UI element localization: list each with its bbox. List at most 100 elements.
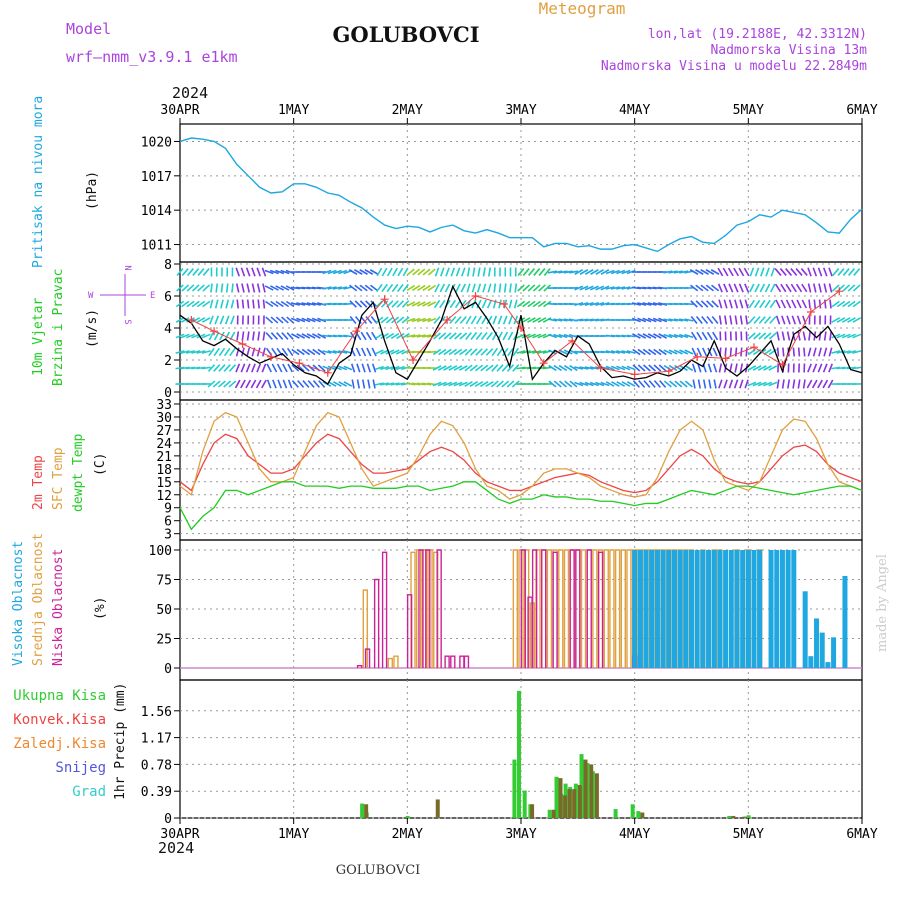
wind-arrow <box>481 299 487 309</box>
wind-arrow <box>659 380 667 388</box>
wind-arrow <box>595 285 605 291</box>
wind-arrow <box>734 363 738 373</box>
x-tick-label-top: 6MAY <box>846 103 877 118</box>
wind-arrow <box>512 364 520 372</box>
wind-arrow <box>797 331 801 341</box>
wind-arrow <box>476 283 482 293</box>
wind-arrow <box>711 300 719 308</box>
wind-arrow <box>579 301 589 307</box>
wind-arrow <box>236 299 239 309</box>
wind-arrow <box>235 347 240 357</box>
wind-arrow <box>421 382 432 386</box>
wind-arrow <box>411 284 421 292</box>
wind-arrow <box>411 334 421 338</box>
wind-gust-marker <box>806 308 815 316</box>
wind-arrow <box>796 315 802 325</box>
wind-arrow <box>256 363 262 373</box>
wind-arrow <box>679 318 689 322</box>
wind-arrow <box>433 316 441 324</box>
cloud-ylabel-low: Niska Oblacnost <box>51 549 66 666</box>
cloud-high-bar <box>779 550 785 668</box>
wind-arrow <box>817 267 823 277</box>
wind-arrow <box>220 283 224 293</box>
wind-arrow <box>813 299 817 309</box>
wind-arrow <box>281 347 289 357</box>
wind-arrow <box>847 300 856 308</box>
wind-arrow <box>365 300 373 308</box>
wind-arrow <box>265 316 274 324</box>
wind-arrow <box>548 364 557 372</box>
wind-arrow <box>196 300 206 308</box>
wind-arrow <box>281 332 289 340</box>
wind-arrow <box>228 380 237 388</box>
cloud-low-bar <box>575 549 581 668</box>
wind-arrow <box>287 363 293 373</box>
wind-arrow <box>753 332 761 340</box>
wind-arrow <box>853 268 861 276</box>
wind-arrow <box>527 333 536 339</box>
wind-arrow <box>343 365 353 371</box>
wind-arrow <box>296 302 306 306</box>
wind-arrow <box>785 299 792 309</box>
wind-arrow <box>792 379 796 389</box>
wind-arrow <box>705 269 715 275</box>
cloud-low-bar <box>356 664 363 668</box>
wind-arrow <box>241 347 245 357</box>
wind-arrow <box>180 333 190 339</box>
cloud-mid-bar <box>546 549 553 668</box>
wind-arrow <box>458 381 468 387</box>
cloud-low-bar <box>459 655 465 668</box>
wind-arrow <box>558 318 568 322</box>
wind-tick-label: 2 <box>164 354 172 369</box>
wind-arrow <box>438 348 447 356</box>
wind-arrow <box>579 269 589 275</box>
wind-arrow <box>469 364 478 372</box>
wind-arrow <box>261 267 267 277</box>
wind-arrow <box>600 285 610 291</box>
wind-arrow <box>317 348 326 356</box>
wind-arrow <box>684 302 694 306</box>
wind-arrow <box>209 299 214 309</box>
x-tick-label-bottom: 1MAY <box>278 827 309 842</box>
wind-arrow <box>349 315 357 325</box>
temp-tick-label: 27 <box>156 424 172 439</box>
wind-gust-marker <box>187 316 196 324</box>
precip-strat-bar <box>589 764 594 818</box>
wind-arrow <box>785 268 793 276</box>
wind-arrow <box>465 315 472 325</box>
wind-arrow <box>455 283 461 293</box>
wind-arrow <box>579 285 589 291</box>
wind-arrow <box>412 268 421 276</box>
precip-total-bar <box>405 815 410 818</box>
wind-gust-line <box>191 290 840 375</box>
wind-arrow <box>369 269 379 275</box>
wind-gust-marker <box>471 292 480 300</box>
wind-arrow <box>668 364 678 372</box>
wind-arrow <box>532 300 541 308</box>
wind-arrow <box>508 315 513 325</box>
precip-legend-item: Ukupna Kisa <box>13 688 106 704</box>
wind-arrow <box>506 364 515 372</box>
wind-arrow <box>311 317 321 323</box>
wind-arrow <box>396 332 405 340</box>
wind-arrow <box>563 349 573 355</box>
temp-unit: (C) <box>93 453 108 476</box>
wind-arrow <box>443 332 452 340</box>
wind-arrow <box>506 380 515 388</box>
wind-arrow <box>493 283 497 293</box>
wind-arrow <box>547 270 558 274</box>
wind-arrow <box>842 284 851 292</box>
wind-arrow <box>605 365 615 371</box>
wind-arrow <box>787 379 791 389</box>
cloud-ylabel-mid: Srednja Oblacnost <box>31 533 46 666</box>
wind-arrow <box>427 268 436 276</box>
wind-arrow <box>245 379 252 389</box>
wind-arrow <box>543 300 552 308</box>
wind-arrow <box>553 364 562 372</box>
wind-arrow <box>547 333 558 339</box>
wind-arrow <box>270 300 279 308</box>
wind-arrow <box>391 300 399 308</box>
precip-total-bar <box>636 811 641 818</box>
wind-arrow <box>370 284 379 292</box>
wind-arrow <box>231 283 234 293</box>
